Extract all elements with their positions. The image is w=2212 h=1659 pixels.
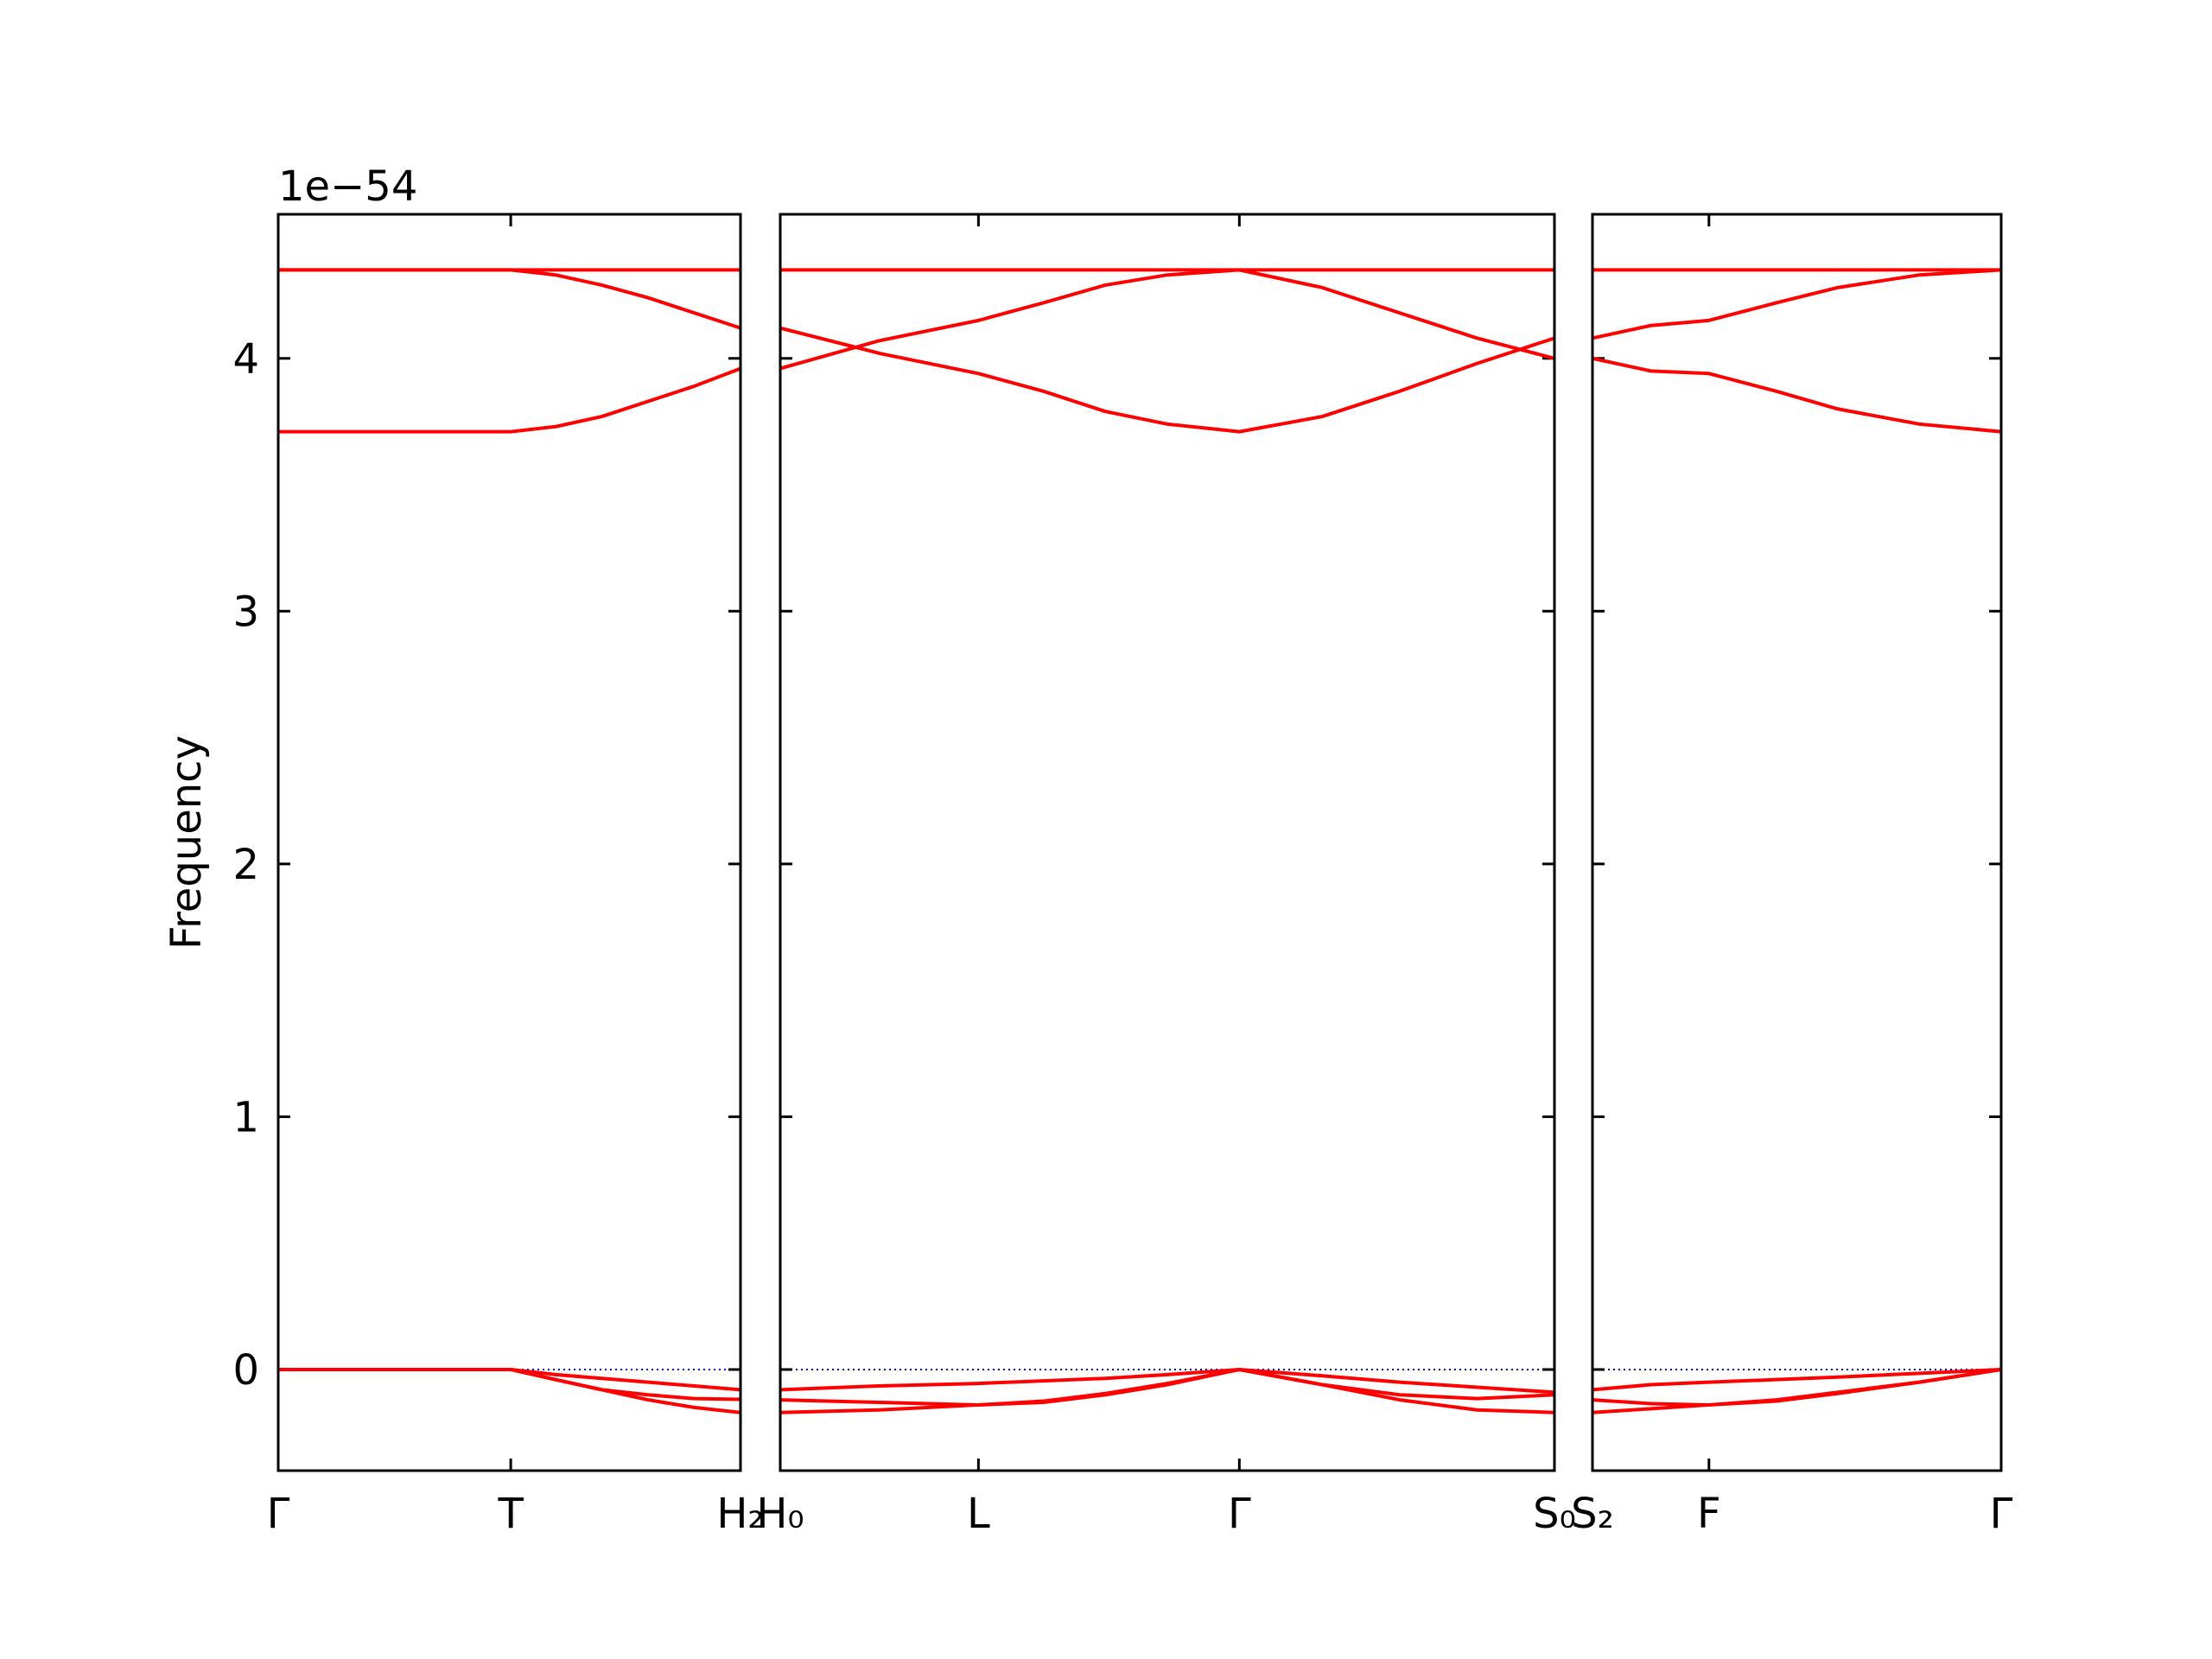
band-line bbox=[278, 366, 741, 434]
x-tick-label: S₀ bbox=[1533, 1490, 1576, 1538]
band-line bbox=[779, 1367, 1555, 1395]
offset-text: 1e−54 bbox=[278, 162, 417, 211]
x-tick-label: F bbox=[1697, 1490, 1721, 1538]
band-line bbox=[779, 268, 1555, 371]
y-tick-label: 4 bbox=[232, 335, 259, 384]
x-tick-label: Γ bbox=[1228, 1490, 1251, 1538]
x-tick-label: Γ bbox=[1990, 1490, 2013, 1538]
band-line bbox=[1592, 356, 2002, 434]
y-tick-label: 3 bbox=[232, 588, 259, 636]
panel-frame bbox=[276, 213, 742, 1472]
x-tick-label: S₂ bbox=[1571, 1490, 1614, 1538]
x-tick-label: H₂ bbox=[716, 1490, 764, 1538]
band-line bbox=[1592, 1368, 2002, 1414]
panel-frame bbox=[779, 213, 1556, 1472]
y-tick-label: 1 bbox=[232, 1093, 259, 1141]
y-tick-label: 2 bbox=[232, 841, 259, 889]
x-tick-label: L bbox=[967, 1490, 990, 1538]
band-line bbox=[779, 326, 1555, 434]
panel-frame bbox=[1591, 213, 2003, 1472]
y-axis-label: Frequency bbox=[162, 735, 211, 950]
x-tick-label: T bbox=[497, 1490, 524, 1538]
band-line bbox=[1592, 268, 2002, 340]
band-line bbox=[779, 1367, 1555, 1414]
band-line bbox=[1592, 1367, 2002, 1392]
x-tick-label: H₀ bbox=[756, 1490, 804, 1538]
y-tick-label: 0 bbox=[232, 1346, 259, 1395]
band-line bbox=[278, 268, 741, 330]
x-tick-label: Γ bbox=[267, 1490, 290, 1538]
band-line bbox=[278, 1367, 741, 1414]
